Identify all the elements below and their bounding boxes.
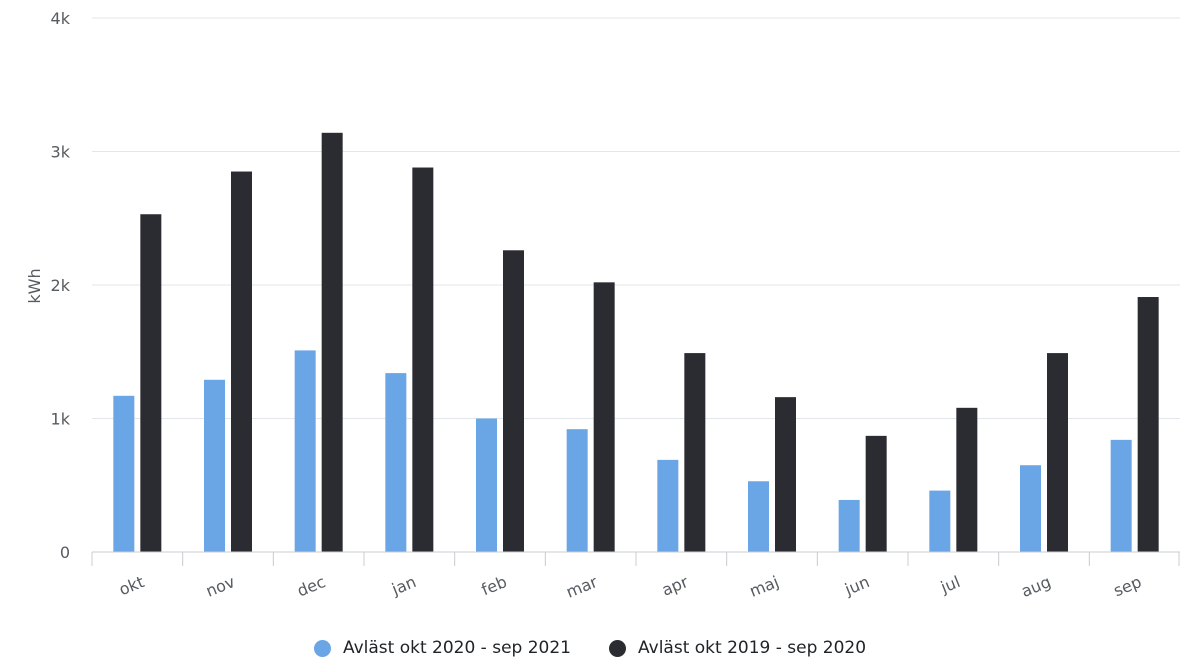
bar-maj-series-2[interactable] [775, 397, 796, 552]
bar-sep-series-2[interactable] [1137, 297, 1159, 552]
bar-jan-series-1[interactable] [385, 373, 407, 552]
bar-jul-series-2[interactable] [956, 407, 978, 552]
x-tick-label: aug [1018, 572, 1053, 601]
legend-marker-series-1 [313, 639, 331, 657]
legend-item-series-2[interactable]: Avläst okt 2019 - sep 2020 [609, 638, 866, 658]
y-tick-label: 3k [51, 143, 71, 162]
x-tick-label: mar [563, 572, 600, 602]
y-axis-label: kWh [25, 268, 44, 303]
x-tick-label: jul [937, 572, 963, 597]
x-tick-label: apr [659, 572, 691, 600]
legend: Avläst okt 2020 - sep 2021 Avläst okt 20… [0, 633, 1180, 663]
bars [113, 132, 1159, 553]
x-tick-label: maj [747, 572, 782, 601]
bar-apr-series-1[interactable] [657, 459, 679, 552]
y-tick-label: 4k [51, 9, 71, 28]
bar-apr-series-2[interactable] [684, 353, 706, 552]
bar-jun-series-2[interactable] [865, 435, 887, 552]
x-tick-label: nov [203, 572, 237, 601]
grid-lines [92, 17, 1180, 419]
bar-nov-series-1[interactable] [204, 379, 225, 552]
bar-dec-series-2[interactable] [321, 132, 343, 552]
x-tick-label: sep [1111, 572, 1144, 600]
bar-jan-series-2[interactable] [412, 167, 434, 552]
y-tick-label: 0 [60, 543, 70, 562]
legend-marker-series-2 [609, 639, 626, 657]
legend-item-series-1[interactable]: Avläst okt 2020 - sep 2021 [313, 638, 571, 658]
bar-jul-series-1[interactable] [929, 490, 951, 552]
bar-aug-series-1[interactable] [1020, 465, 1041, 552]
bar-mar-series-1[interactable] [566, 429, 588, 552]
y-tick-label: 1k [51, 410, 71, 429]
bar-sep-series-1[interactable] [1110, 439, 1132, 552]
x-tick-label: jun [841, 572, 872, 599]
x-axis-ticks: okt nov dec jan feb mar apr maj jun jul aug sep [91, 552, 1180, 602]
legend-label-series-1: Avläst okt 2020 - sep 2021 [342, 638, 571, 658]
x-tick-label: dec [294, 572, 328, 600]
bar-nov-series-2[interactable] [231, 171, 252, 552]
bar-aug-series-2[interactable] [1047, 353, 1068, 552]
bar-feb-series-2[interactable] [503, 250, 524, 553]
bar-dec-series-1[interactable] [294, 350, 316, 552]
y-axis-ticks: 0 1k 2k 3k 4k [51, 9, 71, 562]
bar-maj-series-1[interactable] [748, 481, 769, 552]
bar-okt-series-2[interactable] [140, 214, 162, 552]
x-tick-label: jan [388, 572, 419, 599]
bar-jun-series-1[interactable] [838, 499, 860, 552]
y-tick-label: 2k [51, 276, 71, 295]
bar-mar-series-2[interactable] [593, 282, 615, 552]
x-tick-label: feb [479, 572, 510, 599]
bar-feb-series-1[interactable] [476, 418, 497, 553]
bar-okt-series-1[interactable] [113, 395, 135, 552]
legend-label-series-2: Avläst okt 2019 - sep 2020 [638, 638, 867, 658]
x-tick-label: okt [116, 572, 147, 599]
